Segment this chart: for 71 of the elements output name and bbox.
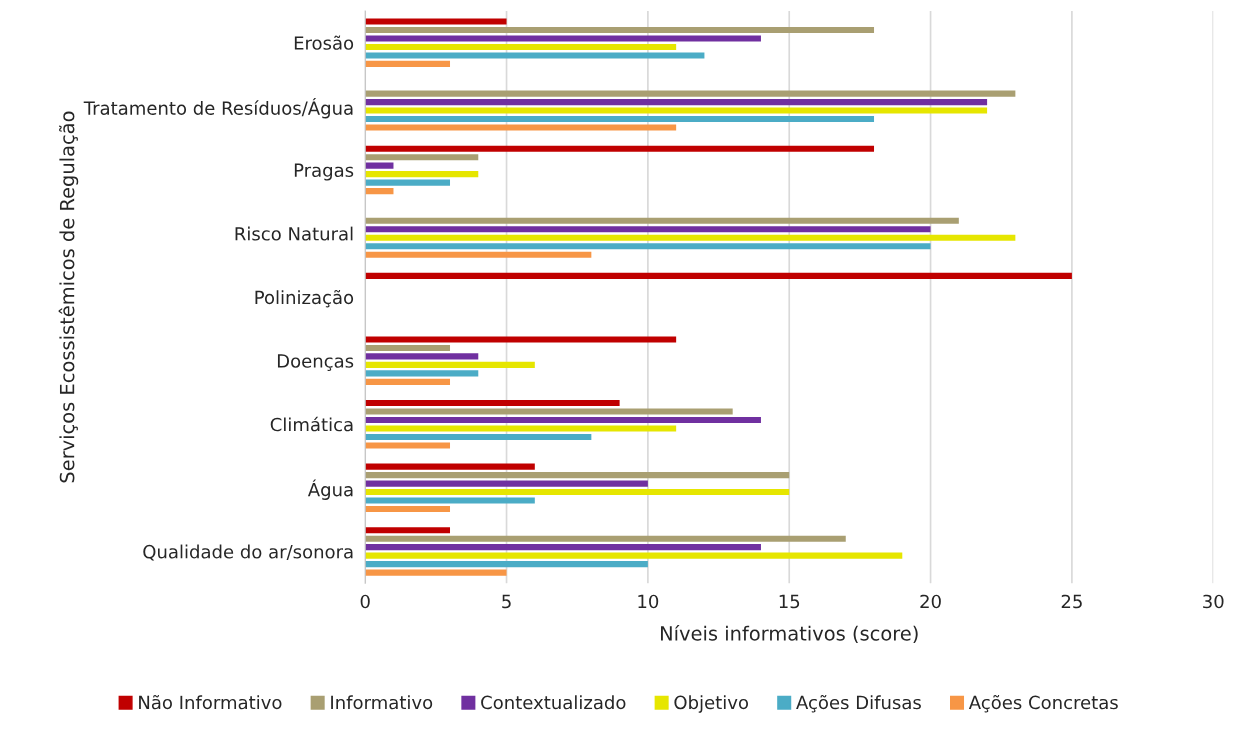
bar <box>365 425 677 432</box>
bar <box>365 243 931 250</box>
bar <box>365 552 903 559</box>
bar <box>365 442 451 449</box>
legend-label: Objetivo <box>674 695 749 713</box>
x-tick-label: 5 <box>502 594 511 609</box>
bar <box>365 90 1016 97</box>
bar <box>365 416 761 424</box>
bar <box>365 561 648 568</box>
y-tick-label: Risco Natural <box>235 226 353 241</box>
legend-label: Ações Concretas <box>968 694 1118 713</box>
bar <box>365 171 479 178</box>
bar <box>365 489 790 496</box>
x-tick-label: 25 <box>1061 594 1082 609</box>
y-tick-label: Doenças <box>277 354 354 371</box>
bar <box>365 505 451 513</box>
y-tick-label: Pragas <box>294 163 354 181</box>
bar <box>365 378 451 385</box>
bar <box>365 162 394 169</box>
y-tick-label: Tratamento de Resíduos/Água <box>83 97 353 119</box>
legend-label: Ações Difusas <box>796 694 921 713</box>
bar <box>365 480 648 487</box>
bar <box>365 107 988 114</box>
y-tick-label: Climática <box>270 416 353 432</box>
bar <box>365 463 535 470</box>
bar <box>365 188 394 195</box>
bar <box>365 60 451 67</box>
bar <box>365 370 479 377</box>
bar <box>365 217 959 224</box>
y-tick-label: Erosão <box>294 35 354 50</box>
x-tick-label: 10 <box>638 594 659 609</box>
bar <box>365 361 535 368</box>
bar <box>365 433 592 441</box>
bar <box>365 353 479 360</box>
legend-label: Não Informativo <box>139 694 282 710</box>
bar <box>365 115 875 123</box>
y-axis-title: Serviços Ecossistêmicos de Regulação <box>58 111 79 483</box>
bar <box>365 344 451 351</box>
bar <box>365 408 733 415</box>
bar <box>365 251 592 258</box>
bar <box>365 272 1072 279</box>
x-axis-title: Níveis informativos (score) <box>661 624 918 644</box>
bar <box>365 472 790 479</box>
bar <box>365 399 620 407</box>
x-tick-label: 20 <box>920 594 941 609</box>
y-tick-label: Polinização <box>255 289 354 308</box>
bar <box>365 35 761 42</box>
legend-label: Contextualizado <box>481 695 626 710</box>
bar <box>365 26 875 34</box>
bar <box>365 99 988 106</box>
bar <box>365 544 761 551</box>
bar <box>365 234 1016 241</box>
bar <box>365 18 507 25</box>
y-tick-label: Água <box>307 479 353 500</box>
bar <box>365 145 875 152</box>
bar <box>365 43 677 51</box>
bar <box>365 154 479 161</box>
bar <box>365 336 677 343</box>
x-tick-label: 15 <box>779 594 800 609</box>
x-tick-label: 0 <box>360 594 370 609</box>
y-tick-label: Qualidade do ar/sonora <box>143 544 353 561</box>
legend-label: Informativo <box>331 695 433 710</box>
bar <box>365 497 535 504</box>
x-tick-label: 30 <box>1203 594 1224 609</box>
bar <box>365 226 931 233</box>
bar <box>365 527 451 534</box>
bar <box>365 179 451 186</box>
bar <box>365 124 677 131</box>
bar <box>365 569 507 576</box>
bar <box>365 535 846 542</box>
bar <box>365 52 705 59</box>
